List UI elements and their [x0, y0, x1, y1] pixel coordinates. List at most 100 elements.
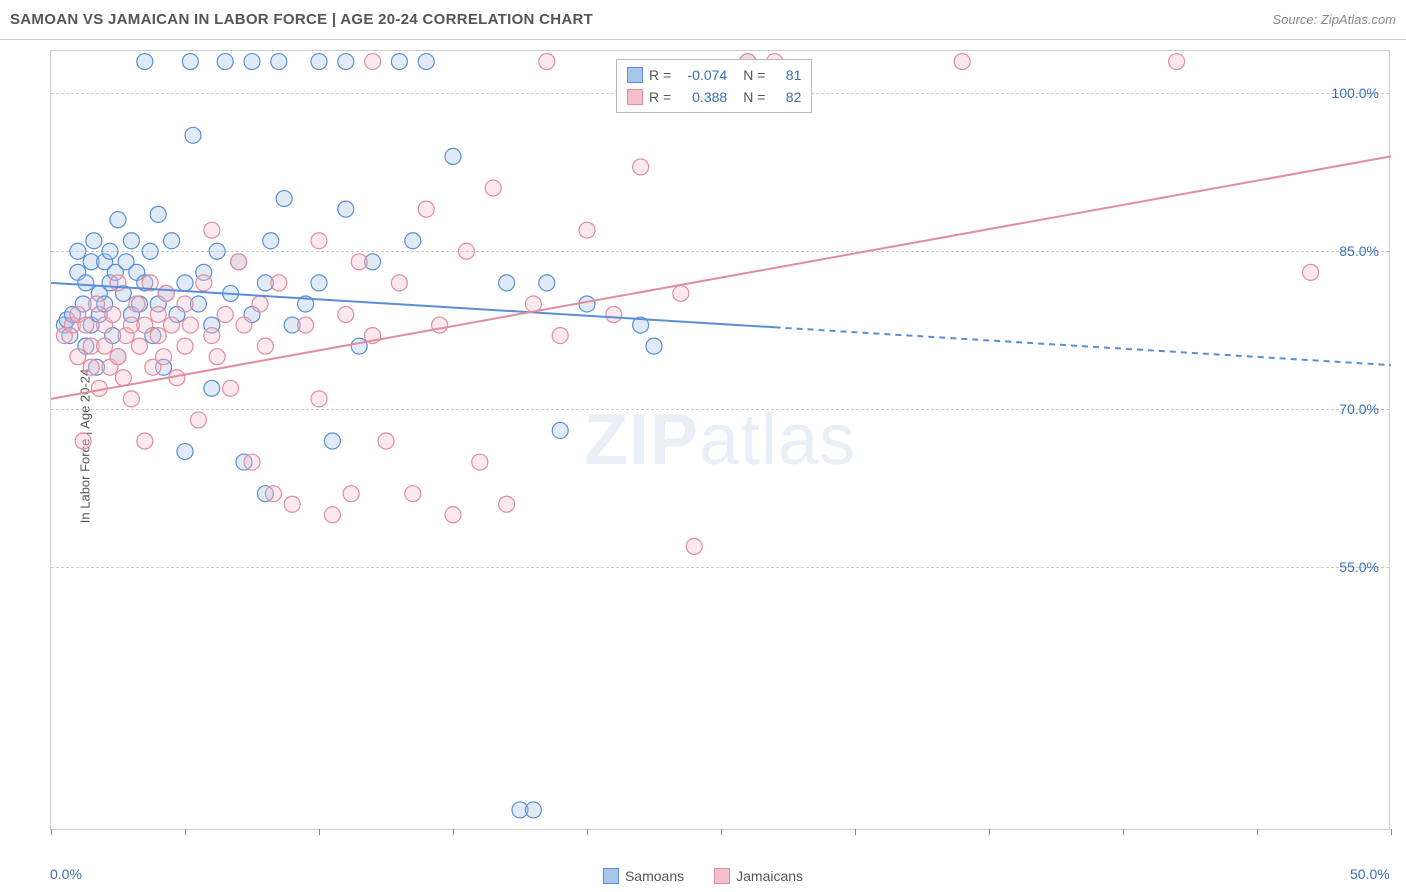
scatter-point	[391, 54, 407, 70]
scatter-point	[209, 243, 225, 259]
scatter-point	[142, 243, 158, 259]
scatter-point	[351, 338, 367, 354]
scatter-point	[123, 233, 139, 249]
scatter-point	[156, 349, 172, 365]
scatter-point	[236, 317, 252, 333]
scatter-point	[137, 433, 153, 449]
scatter-point	[954, 54, 970, 70]
stats-swatch	[627, 89, 643, 105]
scatter-point	[311, 275, 327, 291]
scatter-point	[579, 222, 595, 238]
scatter-point	[405, 486, 421, 502]
scatter-point	[244, 454, 260, 470]
scatter-point	[223, 380, 239, 396]
chart-svg	[51, 51, 1391, 831]
scatter-point	[129, 296, 145, 312]
scatter-point	[190, 412, 206, 428]
scatter-point	[70, 349, 86, 365]
scatter-point	[686, 538, 702, 554]
scatter-point	[418, 54, 434, 70]
legend-item: Jamaicans	[714, 868, 803, 884]
scatter-point	[351, 254, 367, 270]
stats-row: R = 0.388 N = 82	[627, 86, 801, 108]
scatter-point	[131, 338, 147, 354]
chart-title: SAMOAN VS JAMAICAN IN LABOR FORCE | AGE …	[10, 11, 593, 28]
stats-n-value: 82	[771, 86, 801, 108]
legend-label: Samoans	[625, 868, 684, 884]
scatter-point	[265, 486, 281, 502]
scatter-point	[196, 275, 212, 291]
scatter-point	[150, 328, 166, 344]
legend-swatch	[714, 868, 730, 884]
scatter-point	[252, 296, 268, 312]
scatter-point	[485, 180, 501, 196]
stats-r-label: R =	[649, 86, 671, 108]
scatter-point	[244, 54, 260, 70]
scatter-point	[150, 206, 166, 222]
scatter-point	[204, 328, 220, 344]
stats-box: R =-0.074N =81R =0.388N =82	[616, 59, 812, 113]
scatter-point	[158, 285, 174, 301]
scatter-point	[137, 54, 153, 70]
scatter-point	[150, 307, 166, 323]
scatter-point	[164, 317, 180, 333]
scatter-point	[432, 317, 448, 333]
legend-label: Jamaicans	[736, 868, 803, 884]
scatter-point	[539, 54, 555, 70]
scatter-point	[78, 275, 94, 291]
scatter-point	[365, 54, 381, 70]
scatter-point	[110, 275, 126, 291]
scatter-point	[271, 54, 287, 70]
stats-r-label: R =	[649, 64, 671, 86]
scatter-point	[75, 433, 91, 449]
stats-n-label: N =	[743, 86, 765, 108]
scatter-point	[418, 201, 434, 217]
x-tick-label: 0.0%	[50, 866, 82, 882]
scatter-point	[552, 422, 568, 438]
scatter-point	[633, 159, 649, 175]
scatter-point	[164, 233, 180, 249]
scatter-point	[1303, 264, 1319, 280]
scatter-point	[552, 328, 568, 344]
scatter-point	[298, 317, 314, 333]
scatter-point	[284, 496, 300, 512]
scatter-point	[177, 338, 193, 354]
regression-line-solid	[51, 156, 1391, 398]
scatter-point	[182, 317, 198, 333]
scatter-point	[204, 222, 220, 238]
scatter-point	[311, 391, 327, 407]
plot-area: ZIPatlas 55.0%70.0%85.0%100.0%R =-0.074N…	[50, 50, 1390, 830]
scatter-point	[646, 338, 662, 354]
scatter-point	[271, 275, 287, 291]
scatter-point	[276, 191, 292, 207]
scatter-point	[102, 243, 118, 259]
stats-r-value: -0.074	[677, 64, 727, 86]
scatter-point	[177, 444, 193, 460]
stats-r-value: 0.388	[677, 86, 727, 108]
scatter-point	[343, 486, 359, 502]
scatter-point	[123, 391, 139, 407]
x-tick-label: 50.0%	[1350, 866, 1390, 882]
scatter-point	[217, 54, 233, 70]
scatter-point	[70, 243, 86, 259]
scatter-point	[110, 212, 126, 228]
scatter-point	[338, 54, 354, 70]
scatter-point	[257, 338, 273, 354]
scatter-point	[324, 507, 340, 523]
scatter-point	[445, 507, 461, 523]
scatter-point	[378, 433, 394, 449]
title-bar: SAMOAN VS JAMAICAN IN LABOR FORCE | AGE …	[0, 0, 1406, 40]
scatter-point	[311, 54, 327, 70]
scatter-point	[606, 307, 622, 323]
scatter-point	[78, 317, 94, 333]
scatter-point	[177, 296, 193, 312]
scatter-point	[391, 275, 407, 291]
scatter-point	[182, 54, 198, 70]
scatter-point	[97, 338, 113, 354]
stats-n-label: N =	[743, 64, 765, 86]
stats-swatch	[627, 67, 643, 83]
scatter-point	[1169, 54, 1185, 70]
scatter-point	[204, 380, 220, 396]
scatter-point	[217, 307, 233, 323]
scatter-point	[445, 148, 461, 164]
